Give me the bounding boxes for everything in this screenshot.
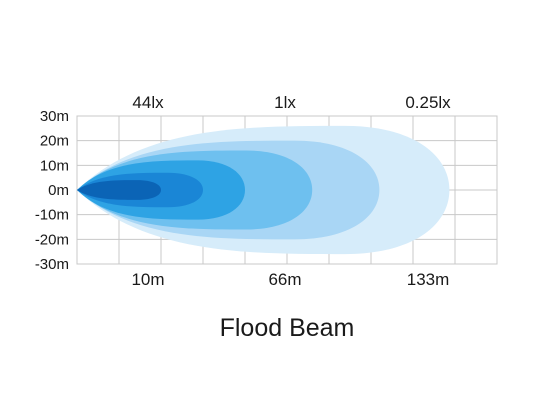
lux-labels: 44lx 1lx 0.25lx [132, 93, 451, 112]
y-tick-label: -30m [35, 256, 69, 273]
y-tick-label: -10m [35, 207, 69, 224]
y-tick-label: -20m [35, 231, 69, 248]
beam-zones [77, 125, 450, 255]
lux-label: 1lx [274, 93, 296, 112]
distance-labels: 10m 66m 133m [131, 270, 449, 289]
y-axis-ticks: 30m 20m 10m 0m -10m -20m -30m [35, 108, 69, 273]
distance-label: 133m [407, 270, 450, 289]
y-tick-label: 0m [48, 182, 69, 199]
y-tick-label: 10m [40, 157, 69, 174]
y-tick-label: 30m [40, 108, 69, 125]
chart-title: Flood Beam [220, 314, 355, 342]
lux-label: 44lx [132, 93, 164, 112]
lux-label: 0.25lx [405, 93, 451, 112]
distance-label: 10m [131, 270, 164, 289]
distance-label: 66m [268, 270, 301, 289]
y-tick-label: 20m [40, 133, 69, 150]
beam-zone-6 [77, 180, 161, 200]
